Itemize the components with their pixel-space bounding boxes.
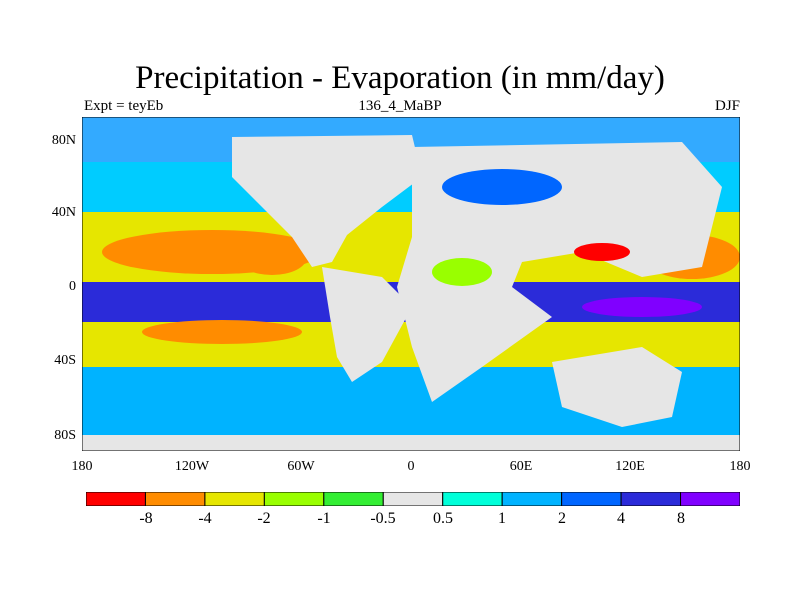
experiment-label: Expt = teyEb	[84, 98, 164, 114]
colorbar-label: -4	[198, 510, 212, 527]
dry-core-pacific-south	[142, 320, 302, 344]
colorbar-swatch	[86, 492, 146, 506]
colorbar-label: -0.5	[370, 510, 396, 527]
dry-core-atlantic-north	[237, 239, 307, 275]
y-tick-equator: 0	[69, 279, 76, 294]
x-tick-180-left: 180	[71, 459, 93, 474]
x-tick-60e: 60E	[509, 459, 533, 474]
colorbar-swatch	[561, 492, 622, 506]
landmass-australia	[552, 347, 682, 427]
colorbar-swatch	[442, 492, 503, 506]
colorbar	[86, 492, 740, 506]
colorbar-swatch	[323, 492, 384, 506]
x-tick-120e: 120E	[615, 459, 645, 474]
colorbar-label: -8	[139, 510, 153, 527]
landmass-south-america	[322, 267, 412, 382]
wet-patch-north	[442, 169, 562, 205]
x-tick-180-right: 180	[729, 459, 751, 474]
landmass-antarctica	[82, 435, 740, 451]
colorbar-label: 8	[677, 510, 685, 527]
y-tick-80s: 80S	[54, 428, 76, 443]
y-tick-40s: 40S	[54, 353, 76, 368]
landmass-eurasia-africa	[397, 142, 722, 402]
colorbar-label: 1	[498, 510, 506, 527]
y-tick-40n: 40N	[51, 205, 76, 220]
colorbar-label: -1	[317, 510, 331, 527]
x-tick-0: 0	[407, 459, 415, 474]
plot-title: Precipitation - Evaporation (in mm/day)	[135, 60, 665, 96]
itcz-core-indian	[582, 297, 702, 317]
colorbar-swatch	[620, 492, 682, 506]
colorbar-swatch	[382, 492, 444, 506]
colorbar-swatch	[501, 492, 563, 506]
landmass-north-america	[232, 135, 422, 267]
colorbar-swatch	[263, 492, 325, 506]
x-tick-120w: 120W	[174, 459, 210, 474]
dry-patch-africa	[432, 258, 492, 286]
colorbar-swatch	[204, 492, 265, 506]
x-tick-60w: 60W	[287, 459, 315, 474]
colorbar-label: 0.5	[433, 510, 453, 527]
colorbar-label: 4	[617, 510, 625, 527]
colorbar-swatch	[144, 492, 206, 506]
colorbar-swatch	[680, 492, 740, 506]
season-label: DJF	[714, 98, 740, 114]
extreme-dry-patch-asia	[574, 243, 630, 261]
precipitation-map	[82, 117, 740, 451]
colorbar-label: -2	[257, 510, 271, 527]
colorbar-label: 2	[558, 510, 566, 527]
y-tick-80n: 80N	[51, 133, 76, 148]
period-label: 136_4_MaBP	[358, 98, 442, 114]
